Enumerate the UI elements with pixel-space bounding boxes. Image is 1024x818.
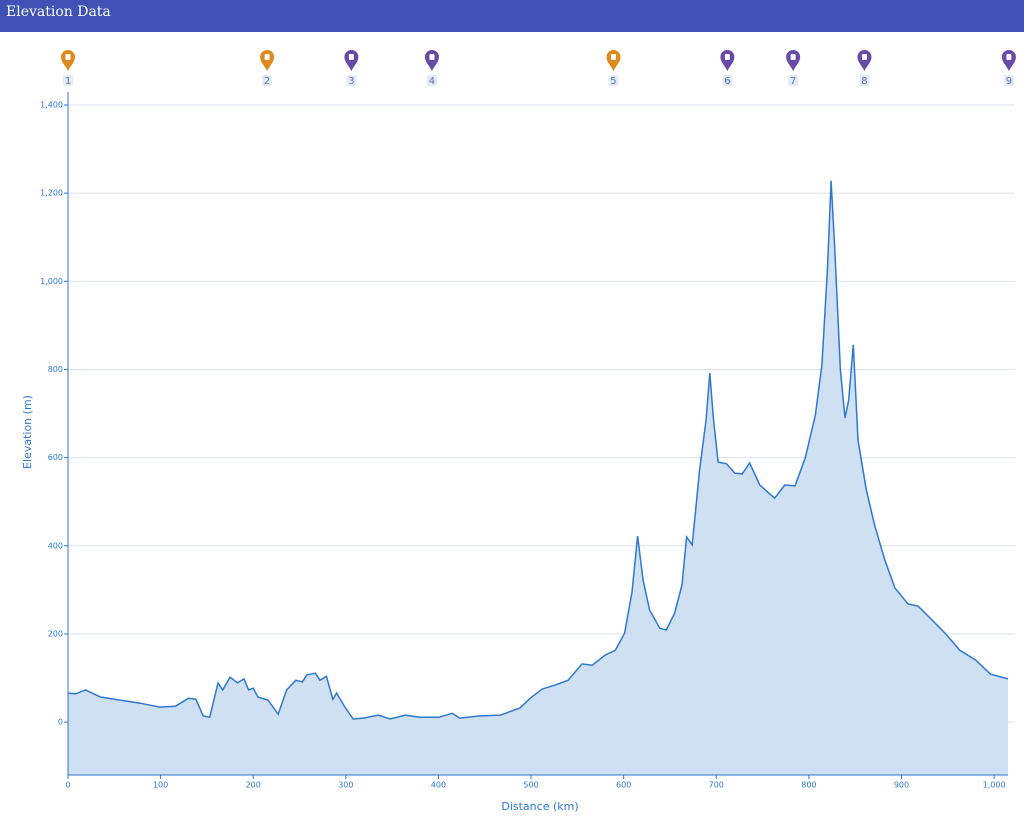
marker-icon bbox=[610, 54, 616, 60]
marker-label-bg bbox=[608, 75, 619, 86]
marker-label-bg bbox=[859, 75, 870, 86]
marker-label: 4 bbox=[429, 76, 435, 87]
chart: Distance (km) Elevation (m) 020040060080… bbox=[21, 50, 1016, 813]
marker-icon bbox=[790, 54, 796, 60]
waypoint-marker[interactable]: 4 bbox=[424, 50, 439, 87]
marker-label-bg bbox=[262, 75, 273, 86]
y-tick-label: 400 bbox=[48, 541, 63, 550]
y-axis-title: Elevation (m) bbox=[21, 395, 34, 469]
waypoint-marker[interactable]: 2 bbox=[260, 50, 275, 87]
marker-label: 2 bbox=[264, 76, 270, 87]
marker-icon bbox=[348, 54, 354, 60]
waypoint-marker[interactable]: 1 bbox=[61, 50, 75, 87]
x-tick-label: 1,000 bbox=[983, 781, 1006, 790]
y-tick-label: 600 bbox=[48, 453, 63, 462]
x-tick-label: 300 bbox=[338, 781, 353, 790]
marker-label-bg bbox=[788, 75, 799, 86]
waypoint-marker[interactable]: 7 bbox=[786, 50, 801, 87]
marker-label: 5 bbox=[610, 76, 616, 87]
x-tick-label: 0 bbox=[65, 781, 70, 790]
marker-pin bbox=[786, 50, 801, 71]
marker-pin bbox=[260, 50, 275, 71]
waypoint-marker[interactable]: 8 bbox=[857, 50, 872, 87]
area-fill bbox=[68, 180, 1008, 776]
marker-pin bbox=[61, 50, 75, 71]
marker-icon bbox=[724, 54, 730, 60]
marker-icon bbox=[1006, 54, 1012, 60]
marker-label-bg bbox=[722, 75, 733, 86]
marker-pin bbox=[1001, 50, 1016, 71]
y-tick-label: 800 bbox=[48, 365, 63, 374]
marker-label: 3 bbox=[348, 76, 354, 87]
x-tick-label: 600 bbox=[616, 781, 631, 790]
x-tick-label: 800 bbox=[801, 781, 816, 790]
waypoint-marker[interactable]: 9 bbox=[1001, 50, 1016, 87]
waypoint-marker[interactable]: 5 bbox=[606, 50, 621, 87]
marker-label: 8 bbox=[861, 76, 867, 87]
elevation-line bbox=[67, 180, 1009, 720]
marker-label-bg bbox=[1003, 75, 1014, 86]
waypoint-marker[interactable]: 6 bbox=[720, 50, 735, 87]
marker-icon bbox=[861, 54, 867, 60]
marker-label-bg bbox=[346, 75, 357, 86]
x-tick-label: 200 bbox=[246, 781, 261, 790]
marker-pin bbox=[857, 50, 872, 71]
x-tick-label: 700 bbox=[709, 781, 724, 790]
marker-label: 6 bbox=[724, 76, 730, 87]
marker-label-bg bbox=[63, 75, 73, 86]
waypoint-marker[interactable]: 3 bbox=[344, 50, 359, 87]
x-tick-label: 500 bbox=[523, 781, 538, 790]
x-tick-label: 900 bbox=[894, 781, 909, 790]
x-tick-label: 100 bbox=[153, 781, 168, 790]
marker-icon bbox=[264, 54, 270, 60]
y-tick-label: 1,400 bbox=[40, 101, 63, 110]
y-tick-label: 0 bbox=[58, 718, 63, 727]
marker-pin bbox=[606, 50, 621, 71]
marker-icon bbox=[65, 54, 71, 60]
marker-pin bbox=[344, 50, 359, 71]
x-tick-label: 400 bbox=[431, 781, 446, 790]
marker-label: 1 bbox=[65, 76, 71, 87]
marker-label: 9 bbox=[1006, 76, 1012, 87]
y-tick-label: 200 bbox=[48, 629, 63, 638]
header-title: Elevation Data bbox=[0, 0, 1024, 32]
marker-icon bbox=[429, 54, 435, 60]
y-tick-label: 1,000 bbox=[40, 277, 63, 286]
marker-label-bg bbox=[426, 75, 437, 86]
marker-label: 7 bbox=[790, 76, 796, 87]
x-axis-title: Distance (km) bbox=[501, 800, 578, 813]
marker-pin bbox=[424, 50, 439, 71]
y-tick-label: 1,200 bbox=[40, 189, 63, 198]
marker-pin bbox=[720, 50, 735, 71]
